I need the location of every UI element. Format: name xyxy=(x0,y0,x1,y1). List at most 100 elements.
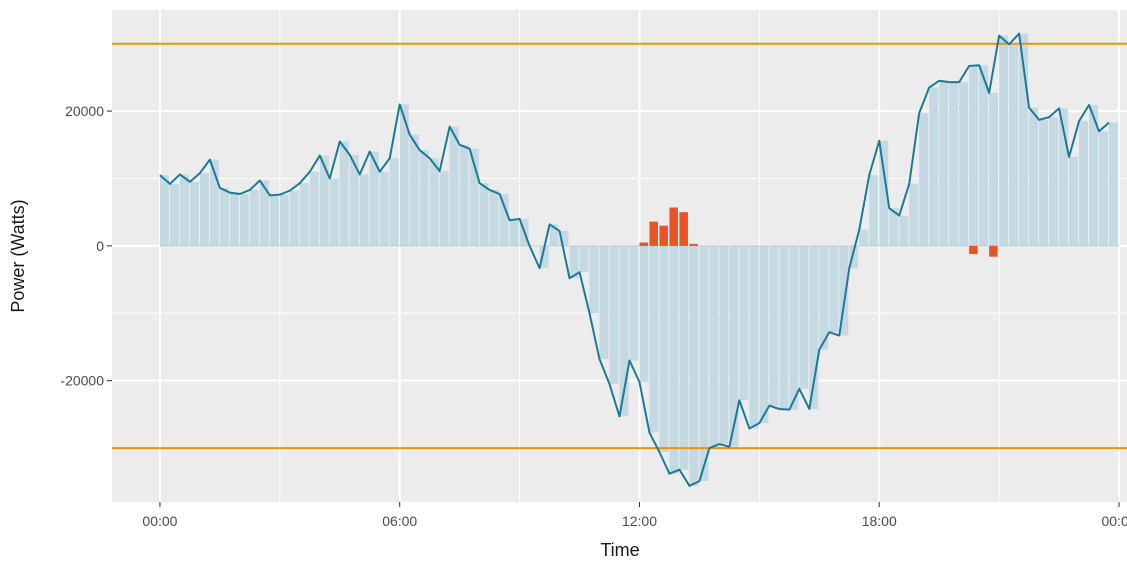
area-bar xyxy=(729,245,739,447)
area-bar xyxy=(459,144,469,246)
y-tick-label: 0 xyxy=(96,238,104,254)
area-bar xyxy=(1049,117,1059,246)
area-bar xyxy=(779,245,789,409)
area-bar xyxy=(349,154,359,246)
area-bar xyxy=(649,245,659,433)
area-bar xyxy=(1059,108,1069,246)
area-bar xyxy=(929,87,939,246)
area-bar xyxy=(419,150,429,246)
x-axis-label: Time xyxy=(600,540,639,560)
area-bar xyxy=(829,245,839,333)
event-bar xyxy=(659,225,668,246)
area-bar xyxy=(379,171,389,246)
area-bar xyxy=(599,245,609,360)
area-bar xyxy=(609,245,619,385)
area-bar xyxy=(299,183,309,246)
area-bar xyxy=(869,175,879,246)
area-bar xyxy=(1009,44,1019,246)
area-bar xyxy=(889,208,899,246)
area-bars xyxy=(159,33,1120,486)
area-bar xyxy=(169,183,179,246)
area-bar xyxy=(1109,122,1119,246)
area-bar xyxy=(259,180,269,246)
area-bar xyxy=(1079,121,1089,246)
area-bar xyxy=(249,189,259,246)
area-bar xyxy=(839,245,849,336)
event-bar xyxy=(639,242,648,246)
area-bar xyxy=(579,245,589,273)
area-bar xyxy=(819,245,829,350)
area-bar xyxy=(959,82,969,246)
area-bar xyxy=(709,245,719,449)
area-bar xyxy=(679,245,689,470)
area-bar xyxy=(619,245,629,417)
area-bar xyxy=(499,193,509,246)
area-bar xyxy=(539,245,549,269)
area-bar xyxy=(209,159,219,246)
threshold-lines xyxy=(112,42,1127,450)
area-bar xyxy=(629,245,639,361)
area-bar xyxy=(639,245,649,383)
power-series-line xyxy=(159,32,1110,487)
area-bar xyxy=(289,190,299,246)
area-bar xyxy=(479,183,489,246)
y-tick-label: 20000 xyxy=(65,103,104,119)
area-bar xyxy=(989,92,999,246)
area-bar xyxy=(399,104,409,246)
series-line xyxy=(159,32,1110,487)
area-bar xyxy=(1089,105,1099,246)
area-bar xyxy=(159,175,169,246)
area-bar xyxy=(1069,156,1079,246)
area-bar xyxy=(1039,119,1049,246)
area-bar xyxy=(339,141,349,246)
x-tick-label: 18:00 xyxy=(862,513,897,529)
area-bar xyxy=(489,189,499,246)
area-bar xyxy=(849,245,859,269)
event-bar xyxy=(649,221,658,246)
x-ticks: 00:00 06:00 12:00 18:00 00:00 xyxy=(142,502,1127,529)
area-bar xyxy=(389,158,399,246)
area-bar xyxy=(899,215,909,246)
area-bar xyxy=(559,231,569,246)
area-bar xyxy=(279,194,289,246)
event-bar xyxy=(969,245,978,254)
event-bar xyxy=(669,207,678,246)
area-bar xyxy=(689,245,699,486)
area-bar xyxy=(329,178,339,246)
area-bar xyxy=(979,65,989,246)
y-axis-label: Power (Watts) xyxy=(8,199,28,312)
area-bar xyxy=(999,35,1009,246)
area-bar xyxy=(549,224,559,246)
y-ticks: -20000 0 20000 xyxy=(60,103,112,389)
x-tick-label: 00:00 xyxy=(142,513,177,529)
area-bar xyxy=(469,148,479,246)
area-bar xyxy=(879,140,889,246)
area-bar xyxy=(699,245,709,482)
area-bar xyxy=(229,192,239,246)
area-bar xyxy=(1019,33,1029,246)
area-bar xyxy=(859,229,869,246)
area-bar xyxy=(749,245,759,429)
area-bar xyxy=(909,183,919,246)
area-bar xyxy=(179,174,189,246)
area-bar xyxy=(789,245,799,410)
area-bar xyxy=(809,245,819,409)
area-bar xyxy=(449,126,459,246)
event-bars xyxy=(639,207,998,257)
x-tick-label: 00:00 xyxy=(1101,513,1127,529)
area-bar xyxy=(919,113,929,246)
area-bar xyxy=(969,65,979,246)
event-bar xyxy=(689,243,698,246)
area-bar xyxy=(939,80,949,246)
area-bar xyxy=(199,173,209,246)
area-bar xyxy=(949,82,959,246)
area-bar xyxy=(509,220,519,246)
y-tick-label: -20000 xyxy=(60,373,104,389)
area-bar xyxy=(769,245,779,406)
area-bar xyxy=(429,158,439,246)
x-tick-label: 12:00 xyxy=(622,513,657,529)
area-bar xyxy=(719,245,729,445)
area-bar xyxy=(439,171,449,246)
